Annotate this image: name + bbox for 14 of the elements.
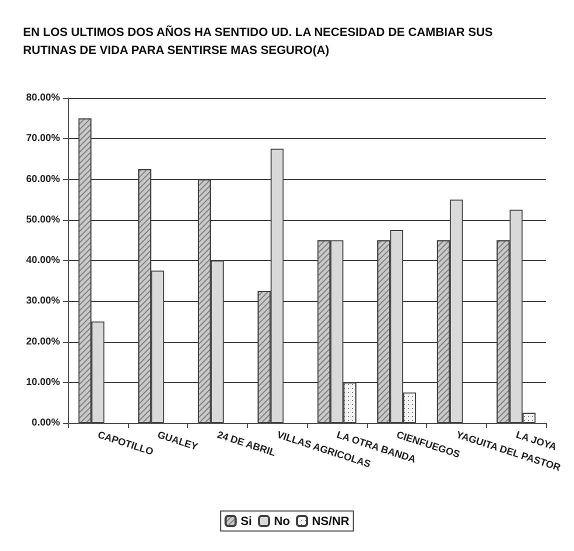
y-tick-label: 10.00% xyxy=(26,376,60,388)
chart-title: EN LOS ULTIMOS DOS AÑOS HA SENTIDO UD. LA NECESIDAD DE CAMBIAR SUS RUTINAS DE VIDA PARA SENTIRSE MAS SEGURO(A) xyxy=(23,25,493,57)
y-tick-label: 20.00% xyxy=(26,336,60,348)
y-tick-label: 60.00% xyxy=(26,174,60,185)
y-tick-label: 50.00% xyxy=(26,214,60,226)
x-tick-label: 24 DE ABRIL xyxy=(216,430,277,459)
legend-label: Si xyxy=(240,514,252,528)
y-tick-label: 70.00% xyxy=(26,133,60,144)
legend-label: NS/NR xyxy=(312,514,350,528)
legend-label: No xyxy=(274,514,290,528)
y-tick-label: 0.00% xyxy=(32,418,60,428)
y-tick-label: 80.00% xyxy=(26,92,60,104)
y-tick-label: 40.00% xyxy=(26,255,60,266)
y-tick-label: 30.00% xyxy=(26,296,60,307)
